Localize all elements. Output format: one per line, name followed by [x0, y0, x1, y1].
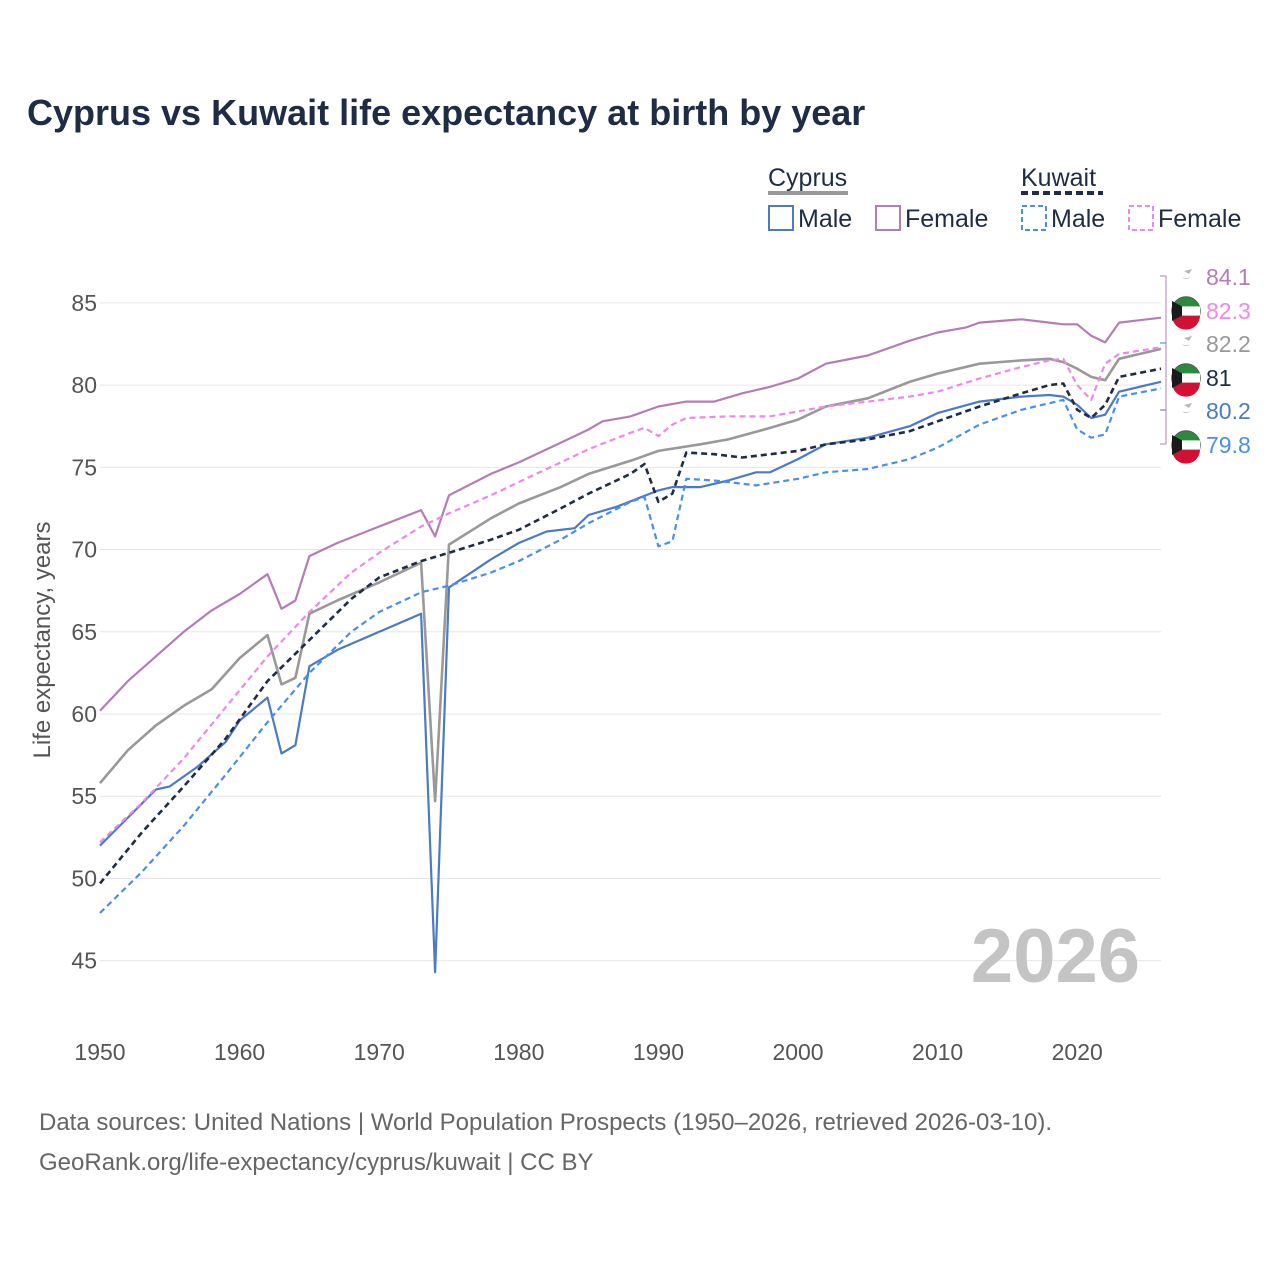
- chart-title: Cyprus vs Kuwait life expectancy at birt…: [27, 92, 866, 133]
- legend-cyprus-male-label: Male: [798, 205, 852, 233]
- chart: 1950 1960 1970 1980 1990 2000 2010 2020 45 50 55 6…: [29, 164, 1251, 1065]
- legend-cyprus-male-swatch: [768, 205, 794, 231]
- series-line-kuwait-total: [98, 367, 1162, 885]
- x-tick-label: 1950: [74, 1039, 125, 1065]
- x-tick-label: 1960: [214, 1039, 265, 1065]
- end-label-value: 82.3: [1206, 298, 1251, 324]
- kuwait-flag-red-band: [1172, 315, 1200, 330]
- y-tick-label: 45: [71, 948, 97, 974]
- x-tick-label: 1980: [493, 1039, 544, 1065]
- x-tick-label: 1990: [633, 1039, 684, 1065]
- footer-credit[interactable]: GeoRank.org/life-expectancy/cyprus/kuwai…: [39, 1149, 594, 1176]
- end-label-value: 79.8: [1206, 432, 1251, 458]
- kuwait-flag-green-band: [1172, 297, 1200, 307]
- cyprus-flag-icon: [1179, 341, 1193, 346]
- end-label-kuwait-male: 79.8: [1171, 430, 1251, 464]
- y-tick-label: 70: [71, 537, 97, 563]
- end-label-cyprus-female: 84.1: [1179, 264, 1251, 290]
- legend: Cyprus Male Female Kuwait Male Female: [768, 164, 1241, 233]
- end-label-value: 80.2: [1206, 398, 1251, 424]
- x-tick-label: 1970: [354, 1039, 405, 1065]
- end-label-bracket: [1160, 275, 1167, 445]
- end-label-cyprus-male: 80.2: [1179, 398, 1251, 424]
- cyprus-island-shape: [1184, 336, 1192, 341]
- legend-kuwait-male-swatch: [1021, 205, 1047, 231]
- series-lines: [98, 316, 1162, 974]
- year-watermark: 2026: [971, 914, 1140, 999]
- end-label-value: 84.1: [1206, 264, 1251, 290]
- end-label-kuwait-total: 81: [1171, 363, 1232, 397]
- legend-kuwait-title: Kuwait: [1021, 164, 1096, 192]
- y-tick-label: 85: [71, 290, 97, 316]
- legend-cyprus-female-label: Female: [905, 205, 988, 233]
- series-line-kuwait-male: [99, 387, 1162, 914]
- cyprus-island-shape: [1184, 403, 1192, 408]
- kuwait-flag-black-trapezoid: [1172, 368, 1182, 388]
- kuwait-flag-black-trapezoid: [1172, 435, 1182, 455]
- y-axis-label: Life expectancy, years: [29, 521, 56, 758]
- kuwait-flag-green-band: [1172, 364, 1200, 374]
- y-tick-label: 55: [71, 783, 97, 809]
- y-tick-label: 50: [71, 865, 97, 891]
- kuwait-flag-red-band: [1172, 382, 1200, 397]
- end-labels: 84.1 82.3 82.2 81 80.2 79.8: [1160, 264, 1251, 464]
- series-line-kuwait-female: [99, 346, 1162, 844]
- end-label-cyprus-total: 82.2: [1179, 331, 1251, 357]
- series-line-cyprus-female: [99, 316, 1162, 712]
- cyprus-flag-icon: [1179, 408, 1193, 413]
- cyprus-island-shape: [1184, 269, 1192, 274]
- x-tick-label: 2000: [772, 1039, 823, 1065]
- legend-cyprus-female-swatch: [875, 205, 901, 231]
- x-tick-label: 2010: [912, 1039, 963, 1065]
- legend-cyprus-title: Cyprus: [768, 164, 847, 192]
- kuwait-flag-green-band: [1172, 431, 1200, 441]
- y-tick-label: 80: [71, 372, 97, 398]
- kuwait-flag-red-band: [1172, 449, 1200, 464]
- x-axis: 1950 1960 1970 1980 1990 2000 2010 2020: [74, 1039, 1102, 1065]
- end-label-bracket-ticks: [1160, 342, 1166, 411]
- end-label-value: 81: [1206, 365, 1232, 391]
- y-axis: 45 50 55 60 65 70 75 80 85: [71, 290, 97, 974]
- end-label-kuwait-female: 82.3: [1171, 296, 1251, 330]
- cyprus-flag-icon: [1179, 274, 1193, 279]
- y-tick-label: 65: [71, 619, 97, 645]
- legend-kuwait-female-swatch: [1128, 205, 1154, 231]
- legend-kuwait-female-label: Female: [1158, 205, 1241, 233]
- x-tick-label: 2020: [1052, 1039, 1103, 1065]
- footer: Data sources: United Nations | World Pop…: [39, 1103, 1052, 1183]
- series-line-cyprus-total: [99, 347, 1162, 803]
- gridlines: [100, 302, 1161, 962]
- legend-kuwait-male-label: Male: [1051, 205, 1105, 233]
- end-label-value: 82.2: [1206, 331, 1251, 357]
- kuwait-flag-black-trapezoid: [1172, 301, 1182, 321]
- y-tick-label: 60: [71, 701, 97, 727]
- footer-sources: Data sources: United Nations | World Pop…: [39, 1109, 1053, 1136]
- series-line-cyprus-male: [99, 380, 1162, 974]
- y-tick-label: 75: [71, 454, 97, 480]
